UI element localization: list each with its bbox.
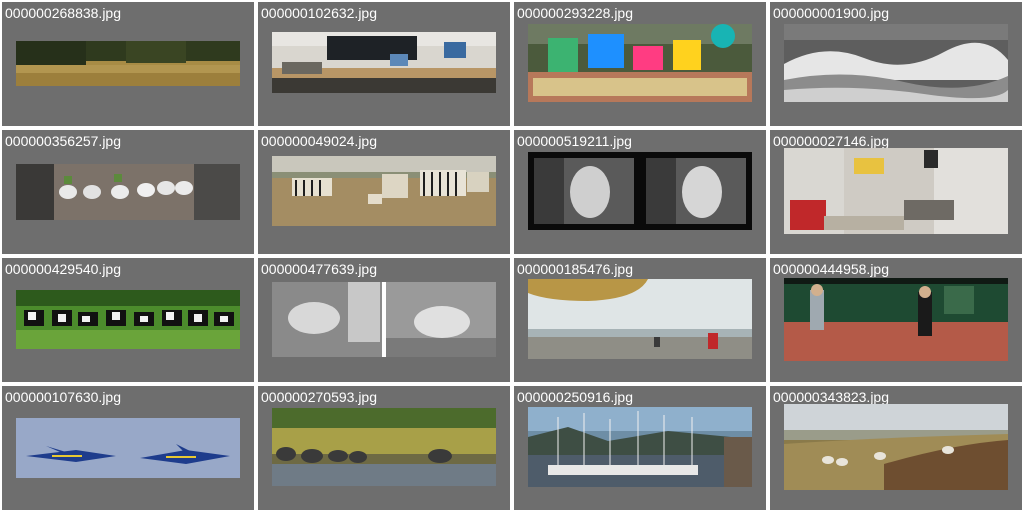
thumbnail-image	[528, 152, 752, 230]
thumbnail-image	[16, 418, 240, 478]
file-name-label: 000000477639.jpg	[261, 261, 378, 277]
gallery-tile[interactable]: 000000429540.jpg	[2, 258, 254, 382]
gallery-tile[interactable]: 000000343823.jpg	[770, 386, 1022, 510]
gallery-tile[interactable]: 000000107630.jpg	[2, 386, 254, 510]
thumbnail-image	[528, 279, 752, 359]
file-name-label: 000000250916.jpg	[517, 389, 634, 405]
thumbnail-image	[528, 407, 752, 487]
file-name-label: 000000268838.jpg	[5, 5, 122, 21]
thumbnail-image	[16, 290, 240, 349]
gallery-tile[interactable]: 000000519211.jpg	[514, 130, 766, 254]
gallery-tile[interactable]: 000000477639.jpg	[258, 258, 510, 382]
file-name-label: 000000102632.jpg	[261, 5, 378, 21]
file-name-label: 000000444958.jpg	[773, 261, 890, 277]
thumbnail-image	[784, 148, 1008, 234]
file-name-label: 000000293228.jpg	[517, 5, 634, 21]
file-name-label: 000000343823.jpg	[773, 389, 890, 405]
file-name-label: 000000356257.jpg	[5, 133, 122, 149]
file-name-label: 000000049024.jpg	[261, 133, 378, 149]
gallery-tile[interactable]: 000000293228.jpg	[514, 2, 766, 126]
thumbnail-image	[784, 404, 1008, 490]
gallery-tile[interactable]: 000000250916.jpg	[514, 386, 766, 510]
gallery-tile[interactable]: 000000268838.jpg	[2, 2, 254, 126]
gallery-tile[interactable]: 000000444958.jpg	[770, 258, 1022, 382]
thumbnail-image	[16, 164, 240, 220]
gallery-tile[interactable]: 000000270593.jpg	[258, 386, 510, 510]
gallery-tile[interactable]: 000000102632.jpg	[258, 2, 510, 126]
file-name-label: 000000270593.jpg	[261, 389, 378, 405]
file-name-label: 000000429540.jpg	[5, 261, 122, 277]
file-name-label: 000000001900.jpg	[773, 5, 890, 21]
thumbnail-image	[528, 24, 752, 102]
thumbnail-image	[272, 32, 496, 93]
file-name-label: 000000027146.jpg	[773, 133, 890, 149]
file-name-label: 000000185476.jpg	[517, 261, 634, 277]
gallery-tile[interactable]: 000000001900.jpg	[770, 2, 1022, 126]
file-name-label: 000000107630.jpg	[5, 389, 122, 405]
thumbnail-image	[784, 24, 1008, 102]
gallery-tile[interactable]: 000000027146.jpg	[770, 130, 1022, 254]
thumbnail-image	[272, 282, 496, 357]
thumbnail-image	[784, 278, 1008, 361]
gallery-tile[interactable]: 000000185476.jpg	[514, 258, 766, 382]
thumbnail-image	[16, 41, 240, 86]
gallery-tile[interactable]: 000000356257.jpg	[2, 130, 254, 254]
gallery-tile[interactable]: 000000049024.jpg	[258, 130, 510, 254]
thumbnail-image	[272, 156, 496, 226]
file-name-label: 000000519211.jpg	[517, 133, 632, 149]
thumbnail-image	[272, 408, 496, 486]
